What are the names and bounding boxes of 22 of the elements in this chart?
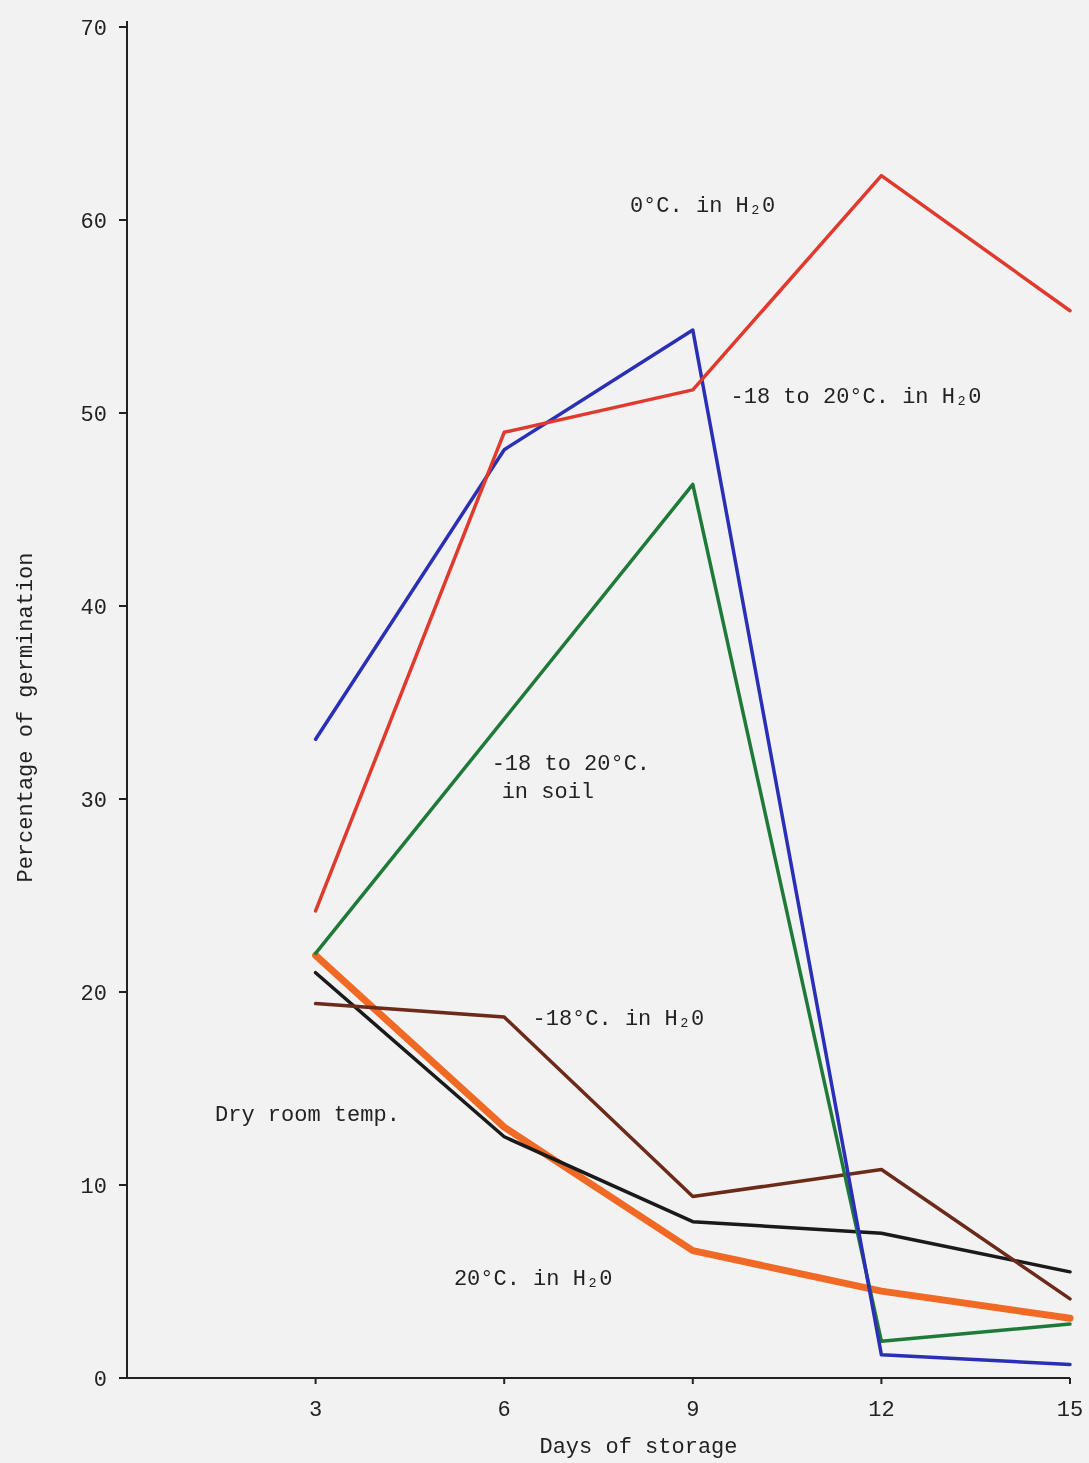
x-tick-label: 3 xyxy=(309,1398,323,1423)
y-tick-label: 70 xyxy=(80,16,107,42)
x-tick-label: 6 xyxy=(497,1398,511,1423)
series-label: -18 to 20°C. in soil xyxy=(491,752,651,806)
series-label: -18°C. in H₂0 xyxy=(532,1006,705,1032)
series-label: -18 to 20°C. in H₂0 xyxy=(730,385,982,411)
x-tick-label: 12 xyxy=(868,1398,895,1423)
y-tick-label: 50 xyxy=(80,402,107,428)
series-label: Dry room temp. xyxy=(215,1103,400,1129)
y-tick-label: 0 xyxy=(93,1367,107,1393)
x-tick-label: 15 xyxy=(1056,1398,1084,1423)
text: 0°C. in H₂0 xyxy=(629,194,776,220)
text: 20°C. in H₂0 xyxy=(453,1267,613,1293)
y-axis-title: Percentage of germination xyxy=(14,552,39,883)
x-tick-label: 9 xyxy=(686,1398,700,1423)
y-tick-label: 60 xyxy=(80,209,107,235)
y-tick-label: 30 xyxy=(80,788,107,814)
y-tick-label: 20 xyxy=(80,981,107,1007)
line-series xyxy=(313,173,1072,913)
x-axis-title: Days of storage xyxy=(539,1435,738,1460)
y-tick-label: 40 xyxy=(80,595,107,621)
y-tick-label: 10 xyxy=(80,1174,107,1200)
